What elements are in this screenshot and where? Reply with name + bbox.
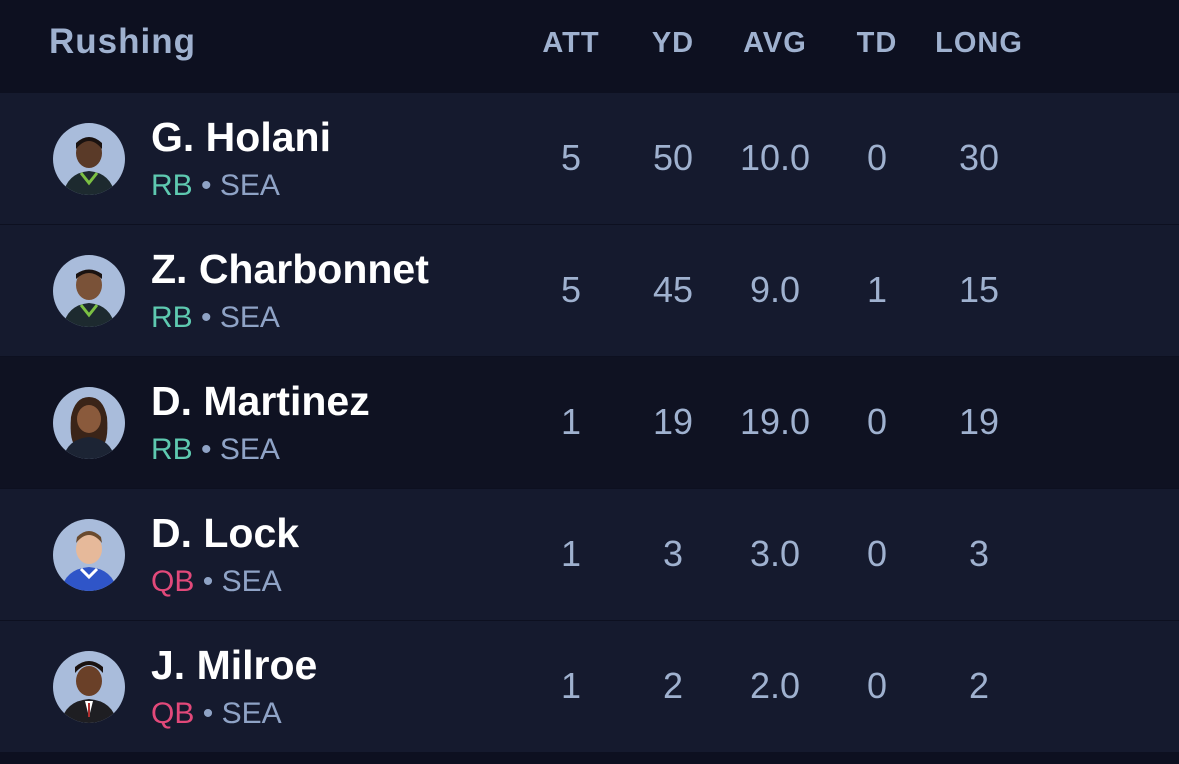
player-position: RB: [151, 433, 193, 466]
section-title: Rushing: [49, 22, 196, 61]
player-headshot-icon[interactable]: [53, 255, 125, 327]
player-headshot-icon[interactable]: [53, 651, 125, 723]
player-meta: QB • SEA: [151, 565, 282, 599]
stat-yd: 2: [662, 665, 684, 706]
meta-separator: •: [201, 169, 212, 202]
player-position: RB: [151, 301, 193, 334]
player-meta: RB • SEA: [151, 169, 280, 203]
table-row[interactable]: Z. Charbonnet RB • SEA 5 45 9.0 1 15: [0, 225, 1179, 356]
stat-yd: 19: [652, 401, 694, 442]
stat-td: 0: [866, 665, 888, 706]
column-header-yd[interactable]: YD: [651, 27, 695, 59]
table-bottom-edge: [0, 752, 1179, 764]
stat-td: 0: [866, 137, 888, 178]
player-name[interactable]: Z. Charbonnet: [151, 246, 429, 292]
stat-long: 15: [958, 269, 1000, 310]
meta-separator: •: [201, 301, 212, 334]
stat-td: 0: [866, 401, 888, 442]
player-meta: QB • SEA: [151, 697, 282, 731]
stat-avg: 9.0: [749, 269, 801, 310]
table-row[interactable]: J. Milroe QB • SEA 1 2 2.0 0 2: [0, 621, 1179, 752]
player-headshot-icon[interactable]: [53, 519, 125, 591]
player-meta: RB • SEA: [151, 433, 280, 467]
stat-long: 2: [968, 665, 990, 706]
table-row[interactable]: D. Martinez RB • SEA 1 19 19.0 0 19: [0, 357, 1179, 488]
stat-avg: 3.0: [749, 533, 801, 574]
stat-yd: 50: [652, 137, 694, 178]
column-header-td[interactable]: TD: [856, 27, 898, 59]
player-headshot-icon[interactable]: [53, 387, 125, 459]
player-team: SEA: [219, 433, 280, 466]
player-name[interactable]: G. Holani: [151, 114, 331, 160]
stat-avg: 19.0: [739, 401, 811, 442]
player-name[interactable]: J. Milroe: [151, 642, 318, 688]
player-name[interactable]: D. Lock: [151, 510, 300, 556]
stat-att: 1: [560, 401, 582, 442]
column-header-avg[interactable]: AVG: [743, 27, 807, 59]
column-header-long[interactable]: LONG: [935, 27, 1023, 59]
stat-td: 1: [866, 269, 888, 310]
meta-separator: •: [202, 697, 214, 730]
stat-long: 3: [968, 533, 990, 574]
table-row[interactable]: D. Lock QB • SEA 1 3 3.0 0 3: [0, 489, 1179, 620]
table-row[interactable]: G. Holani RB • SEA 5 50 10.0 0 30: [0, 93, 1179, 224]
stat-att: 5: [560, 137, 582, 178]
player-team: SEA: [221, 565, 282, 598]
player-position: QB: [151, 697, 195, 730]
stat-yd: 3: [662, 533, 684, 574]
player-headshot-icon[interactable]: [53, 123, 125, 195]
player-position: QB: [151, 565, 195, 598]
meta-separator: •: [202, 565, 214, 598]
player-position: RB: [151, 169, 193, 202]
player-name[interactable]: D. Martinez: [151, 378, 370, 424]
player-team: SEA: [219, 301, 280, 334]
stat-td: 0: [866, 533, 888, 574]
stat-avg: 10.0: [739, 137, 811, 178]
stat-yd: 45: [652, 269, 694, 310]
player-team: SEA: [221, 697, 282, 730]
table-header: Rushing ATT YD AVG TD LONG: [0, 0, 1179, 93]
meta-separator: •: [201, 433, 212, 466]
stat-att: 1: [560, 665, 582, 706]
stat-long: 19: [958, 401, 1000, 442]
stat-long: 30: [958, 137, 1000, 178]
column-header-att[interactable]: ATT: [542, 27, 600, 59]
stat-att: 5: [560, 269, 582, 310]
stat-att: 1: [560, 533, 582, 574]
stat-avg: 2.0: [749, 665, 801, 706]
player-meta: RB • SEA: [151, 301, 280, 335]
player-team: SEA: [219, 169, 280, 202]
